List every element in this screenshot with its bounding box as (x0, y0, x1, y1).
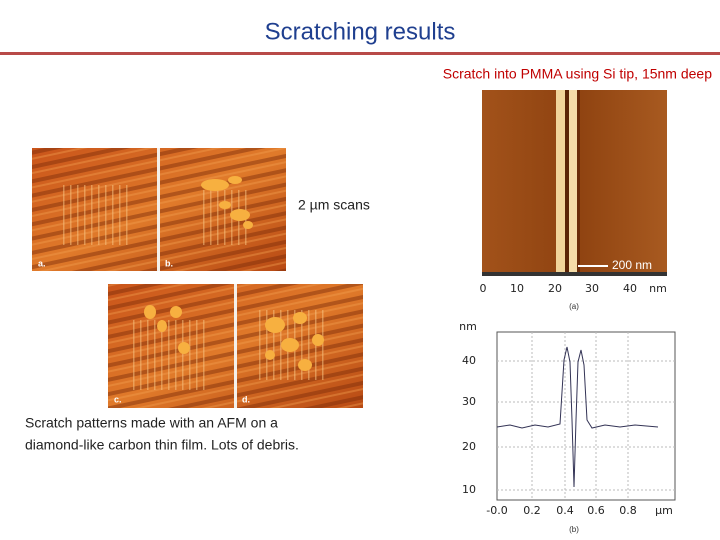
y-tick-label: 30 (462, 395, 476, 408)
afm-image: 200 nm (482, 90, 667, 276)
panel-label: a. (38, 258, 46, 268)
axis-unit: nm (459, 320, 477, 333)
slide-title: Scratching results (265, 18, 456, 45)
subtitle: Scratch into PMMA using Si tip, 15nm dee… (443, 66, 712, 82)
axis-tick-label: 0 (480, 282, 487, 295)
x-tick-label: 0.4 (556, 504, 574, 517)
axis-tick-label: 20 (548, 282, 562, 295)
axis-tick-label: 30 (585, 282, 599, 295)
axis-tick-label: 40 (623, 282, 637, 295)
caption-line: diamond-like carbon thin film. Lots of d… (25, 437, 299, 453)
x-tick-label: 0.6 (587, 504, 605, 517)
profile-plot (496, 331, 676, 501)
dlc-images-top: a. b. (32, 148, 286, 271)
panel-label: (a) (569, 302, 579, 311)
scan-size-label: 2 µm scans (298, 197, 370, 213)
dlc-images-bottom: c. d. (108, 284, 363, 408)
panel-label: (b) (569, 525, 579, 534)
panel-label: d. (242, 394, 250, 404)
y-tick-label: 40 (462, 354, 476, 367)
panel-label: c. (114, 394, 122, 404)
y-tick-label: 10 (462, 483, 476, 496)
axis-unit: µm (655, 504, 673, 517)
axis-unit: nm (649, 282, 667, 295)
x-tick-label: -0.0 (486, 504, 507, 517)
panel-label: b. (165, 258, 173, 268)
y-tick-label: 20 (462, 440, 476, 453)
caption-line: Scratch patterns made with an AFM on a (25, 415, 278, 431)
title-rule (0, 52, 720, 55)
x-tick-label: 0.8 (619, 504, 637, 517)
x-tick-label: 0.2 (523, 504, 541, 517)
axis-tick-label: 10 (510, 282, 524, 295)
scale-bar-label: 200 nm (612, 258, 652, 272)
